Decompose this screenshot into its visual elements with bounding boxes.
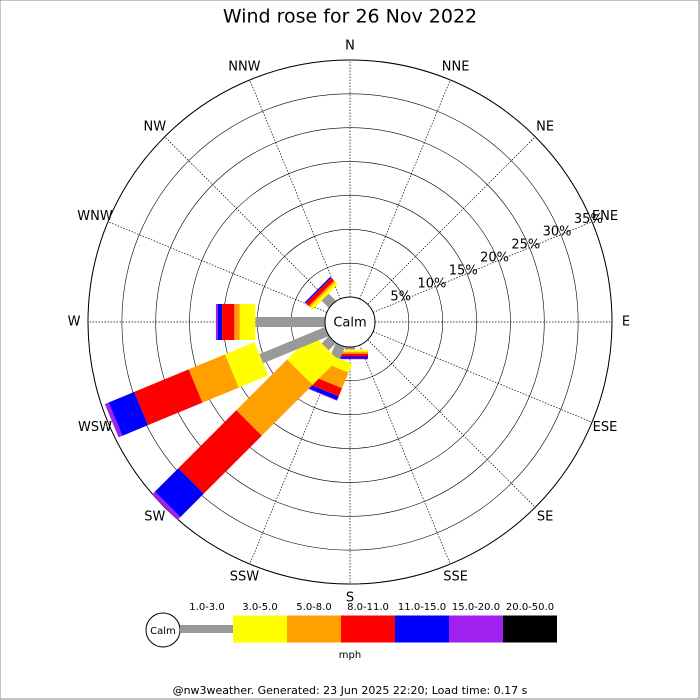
direction-label: S <box>346 591 354 606</box>
bar-segment <box>345 347 355 350</box>
bar-segment <box>215 304 219 340</box>
legend-label: 8.0-11.0 <box>347 602 389 613</box>
legend-label: 20.0-50.0 <box>506 602 554 613</box>
direction-label: NNE <box>442 60 470 75</box>
calm-label: Calm <box>333 316 366 331</box>
direction-label: ESE <box>593 420 618 435</box>
legend-label: 5.0-8.0 <box>296 602 331 613</box>
bar-segment <box>330 343 346 359</box>
legend-label: 15.0-20.0 <box>452 602 500 613</box>
spoke <box>367 339 536 508</box>
bar-segment <box>222 304 235 340</box>
bar-segment <box>154 468 204 518</box>
legend-unit: mph <box>339 650 361 661</box>
chart-title: Wind rose for 26 Nov 2022 <box>223 6 477 28</box>
r-tick-label: 25% <box>511 238 540 253</box>
spoke <box>367 136 536 305</box>
r-tick-label: 15% <box>449 264 478 279</box>
legend-swatch <box>395 615 449 643</box>
r-tick-label: 10% <box>418 277 447 292</box>
bar-segment <box>332 358 368 360</box>
bar-segment <box>303 386 338 401</box>
bar-segment <box>152 491 181 520</box>
legend-swatch <box>233 615 287 643</box>
direction-label: WNW <box>77 209 113 224</box>
legend-calm-label: Calm <box>150 626 176 637</box>
bar-segment <box>259 326 329 364</box>
bar-segment <box>104 402 123 438</box>
bar-segment <box>308 280 336 308</box>
bar-segment <box>134 369 203 426</box>
spoke <box>359 344 451 565</box>
grid-ring <box>87 59 613 585</box>
r-tick-label: 35% <box>574 212 603 227</box>
bar-segment <box>255 317 325 327</box>
direction-label: NW <box>144 119 167 134</box>
direction-label: NE <box>536 119 554 134</box>
spoke <box>164 136 333 305</box>
bar-segment <box>239 304 256 340</box>
direction-label: SE <box>537 510 553 525</box>
bar-segment <box>188 354 239 403</box>
legend-label: 11.0-15.0 <box>398 602 446 613</box>
direction-label: ENE <box>592 209 618 224</box>
legend-swatch <box>449 615 503 643</box>
legend-swatch <box>341 615 395 643</box>
direction-label: N <box>345 39 355 54</box>
bar-segment <box>310 282 338 310</box>
calm-circle <box>324 296 376 348</box>
bar-segment <box>234 304 240 340</box>
spoke <box>359 79 451 300</box>
bar-segment <box>224 342 269 388</box>
legend-swatch <box>180 625 234 633</box>
bar-segment <box>108 391 148 436</box>
legend-swatch <box>503 615 557 643</box>
r-tick-label: 20% <box>480 251 509 266</box>
legend-label: 3.0-5.0 <box>242 602 277 613</box>
direction-label: SSW <box>230 569 260 584</box>
grid-ring <box>121 93 579 551</box>
spoke <box>249 79 341 300</box>
direction-label: SW <box>144 510 165 525</box>
bar-segment <box>218 304 223 340</box>
r-tick-label: 30% <box>543 225 572 240</box>
spoke <box>372 331 593 423</box>
bar-segment <box>304 276 332 304</box>
direction-label: NNW <box>228 60 260 75</box>
footer: @nw3weather. Generated: 23 Jun 2025 22:2… <box>173 684 528 697</box>
spoke <box>372 221 593 313</box>
bar-segment <box>236 359 313 436</box>
legend-label: 1.0-3.0 <box>189 602 224 613</box>
bar-segment <box>305 277 335 307</box>
direction-label: SSE <box>443 569 468 584</box>
direction-label: E <box>622 315 630 330</box>
r-tick-label: 5% <box>390 290 411 305</box>
bar-segment <box>332 356 368 359</box>
spoke <box>107 221 328 313</box>
bar-segment <box>178 410 262 494</box>
bar-segment <box>303 382 339 401</box>
direction-label: WSW <box>78 420 112 435</box>
direction-label: W <box>68 315 81 330</box>
legend-swatch <box>287 615 341 643</box>
